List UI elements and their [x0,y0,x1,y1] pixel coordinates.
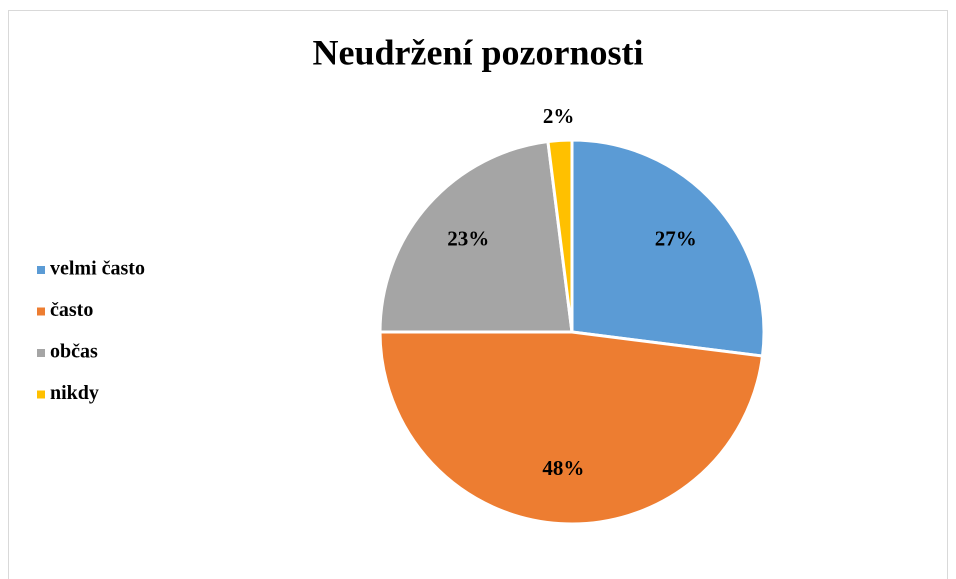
data-label: 27% [655,226,697,250]
chart-title: Neudržení pozornosti [313,32,644,72]
legend-label: velmi často [50,258,145,280]
legend-marker [37,349,45,357]
legend-label: nikdy [50,382,99,404]
data-label: 48% [542,456,584,480]
data-label: 2% [543,104,575,128]
data-label: 23% [447,226,489,250]
pie-slice [546,138,574,333]
pie-slice [378,330,765,526]
legend-label: občas [50,341,98,363]
legend-marker [37,307,45,316]
pie-slice [378,139,574,334]
legend-marker [37,390,45,399]
pie-slice [570,138,766,358]
legend-label: často [50,299,93,321]
legend-marker [37,266,45,274]
